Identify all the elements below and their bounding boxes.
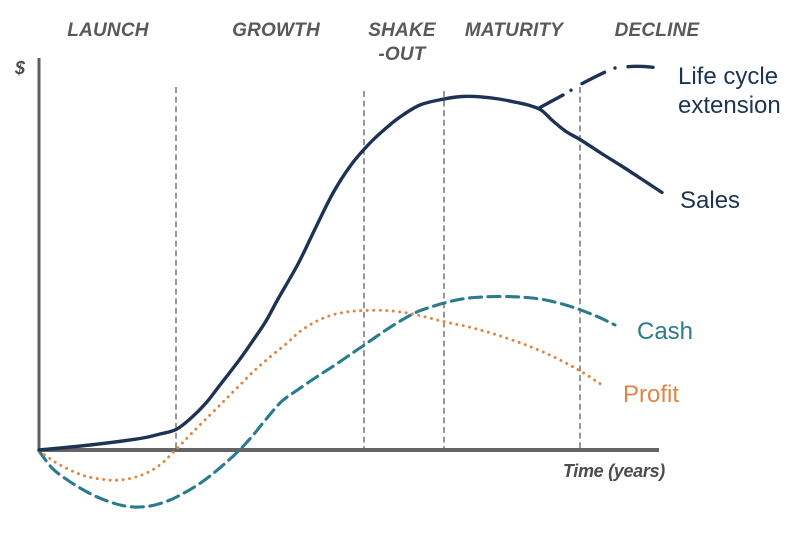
svg-text:Sales: Sales <box>680 187 740 214</box>
svg-text:LAUNCH: LAUNCH <box>67 20 149 41</box>
svg-text:Cash: Cash <box>637 318 693 345</box>
svg-text:extension: extension <box>678 92 781 119</box>
svg-text:Time (years): Time (years) <box>563 461 665 481</box>
svg-text:Profit: Profit <box>623 381 679 408</box>
svg-text:Life cycle: Life cycle <box>678 63 778 90</box>
svg-text:$: $ <box>14 58 26 78</box>
svg-text:DECLINE: DECLINE <box>615 20 701 41</box>
svg-text:-OUT: -OUT <box>378 44 426 65</box>
svg-text:GROWTH: GROWTH <box>232 20 321 41</box>
svg-text:MATURITY: MATURITY <box>465 20 565 41</box>
svg-text:SHAKE: SHAKE <box>368 20 437 41</box>
